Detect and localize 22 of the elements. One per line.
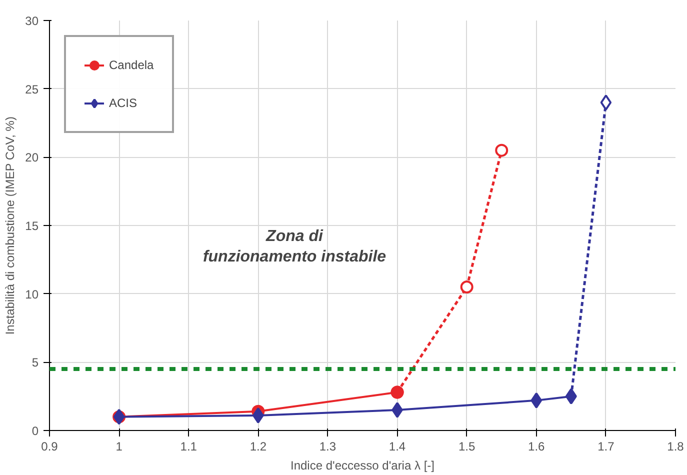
y-tick-label: 15 <box>25 219 39 233</box>
x-tick-label: 1.4 <box>388 440 406 454</box>
x-tick-label: 1.8 <box>667 440 684 454</box>
x-axis-title: Indice d'eccesso d'aria λ [-] <box>290 458 434 472</box>
y-axis-title: Instabilità di combustione (IMEP CoV, %) <box>3 116 18 335</box>
y-tick-label: 20 <box>25 150 39 165</box>
y-tick-label: 10 <box>25 287 39 302</box>
x-tick-label: 1.1 <box>180 440 198 454</box>
legend-label: Candela <box>109 58 154 72</box>
x-tick-label: 0.9 <box>41 440 58 454</box>
x-tick-label: 1.2 <box>250 440 267 454</box>
y-tick-label: 25 <box>25 82 39 96</box>
y-tick-label: 0 <box>32 424 39 438</box>
annotation: Zona di funzionamento instabile <box>202 228 386 266</box>
x-tick-label: 1.7 <box>598 440 615 454</box>
x-tick-label: 1.6 <box>528 440 546 454</box>
x-tick-label: 1.5 <box>458 440 476 454</box>
x-tick-label: 1.3 <box>319 440 336 454</box>
legend-label: ACIS <box>109 96 138 110</box>
y-tick-label: 30 <box>25 14 39 28</box>
y-tick-label: 5 <box>32 356 39 370</box>
x-tick-label: 1 <box>116 440 123 454</box>
